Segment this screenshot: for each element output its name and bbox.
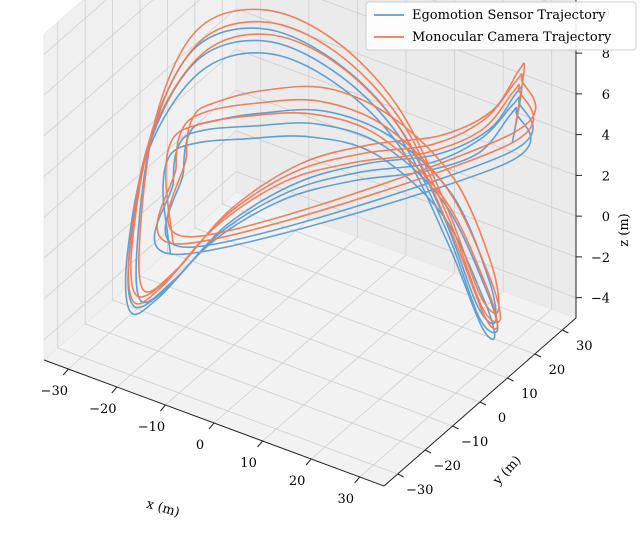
x-tick-4 (257, 440, 263, 448)
x-axis-label: x (m) (145, 497, 182, 521)
floor-gridline-y-6 (222, 203, 563, 331)
legend: Egomotion Sensor Trajectory Monocular Ca… (365, 1, 637, 51)
z-tick-label-1: −2 (591, 251, 610, 266)
axis-panes (43, 0, 577, 487)
z-axis-label: z (m) (617, 213, 632, 246)
y-tick-6 (562, 329, 569, 334)
y-tick-0 (397, 473, 404, 478)
y-tick-label-2: −10 (461, 435, 488, 450)
left-gridline-z-7 (43, 0, 107, 55)
z-tick-label-5: 6 (602, 88, 610, 103)
x-tick-5 (305, 458, 312, 466)
x-tick-label-0: −30 (41, 384, 68, 399)
x-tick-label-4: 10 (240, 456, 257, 471)
y-tick-label-0: −30 (406, 483, 433, 498)
left-gridline-z-6 (43, 0, 154, 96)
y-tick-1 (424, 449, 432, 454)
x-tick-label-6: 30 (337, 492, 354, 507)
back-gridline-z-0 (235, 171, 577, 299)
z-tick-label-6: 8 (602, 47, 610, 62)
x-tick-label-1: −20 (89, 402, 116, 417)
x-tick-label-2: −10 (138, 420, 165, 435)
legend-box (365, 1, 637, 51)
y-tick-5 (534, 353, 542, 358)
left-gridline-z-3 (43, 49, 237, 218)
trajectory-series (124, 8, 537, 341)
x-tick-3 (208, 422, 215, 430)
left-gridline-z-4 (43, 8, 237, 177)
floor-gridline-y-3 (139, 275, 481, 403)
floor-gridline-y-5 (194, 227, 535, 355)
floor-gridline-y-4 (167, 251, 508, 379)
back-gridline-z-3 (235, 48, 577, 176)
x-tick-1 (111, 386, 118, 394)
x-tick-6 (354, 476, 361, 484)
y-tick-4 (507, 377, 514, 382)
z-tick-label-0: −4 (591, 292, 610, 307)
y-axis-label: y (m) (490, 453, 525, 489)
y-tick-label-6: 30 (576, 339, 593, 354)
x-tick-2 (160, 404, 166, 412)
floor-gridline-y-2 (112, 299, 453, 427)
back-gridline-z-4 (235, 8, 577, 136)
x-tick-0 (62, 368, 69, 376)
back-gridline-z-1 (235, 130, 577, 258)
left-gridline-z-5 (43, 0, 200, 137)
y-tick-label-5: 20 (549, 363, 566, 378)
floor-gridline-y-0 (57, 347, 398, 475)
y-tick-label-1: −20 (433, 459, 460, 474)
x-tick-label-5: 20 (289, 474, 306, 489)
legend-label-monocular: Monocular Camera Trajectory (412, 30, 612, 45)
y-tick-label-4: 10 (521, 387, 538, 402)
legend-label-egomotion: Egomotion Sensor Trajectory (412, 8, 606, 23)
y-tick-label-3: 0 (498, 411, 506, 426)
back-gridline-z-2 (235, 89, 577, 217)
y-tick-2 (452, 425, 459, 430)
floor-gridline-y-1 (85, 323, 426, 451)
z-tick-label-4: 4 (602, 129, 610, 144)
gridlines (43, 0, 577, 478)
x-tick-label-3: 0 (196, 438, 204, 453)
left-gridline-z-0 (43, 171, 237, 340)
z-tick-label-2: 0 (602, 210, 610, 225)
series-line-monocular (127, 8, 537, 330)
z-tick-label-3: 2 (602, 169, 610, 184)
y-tick-3 (479, 401, 487, 406)
